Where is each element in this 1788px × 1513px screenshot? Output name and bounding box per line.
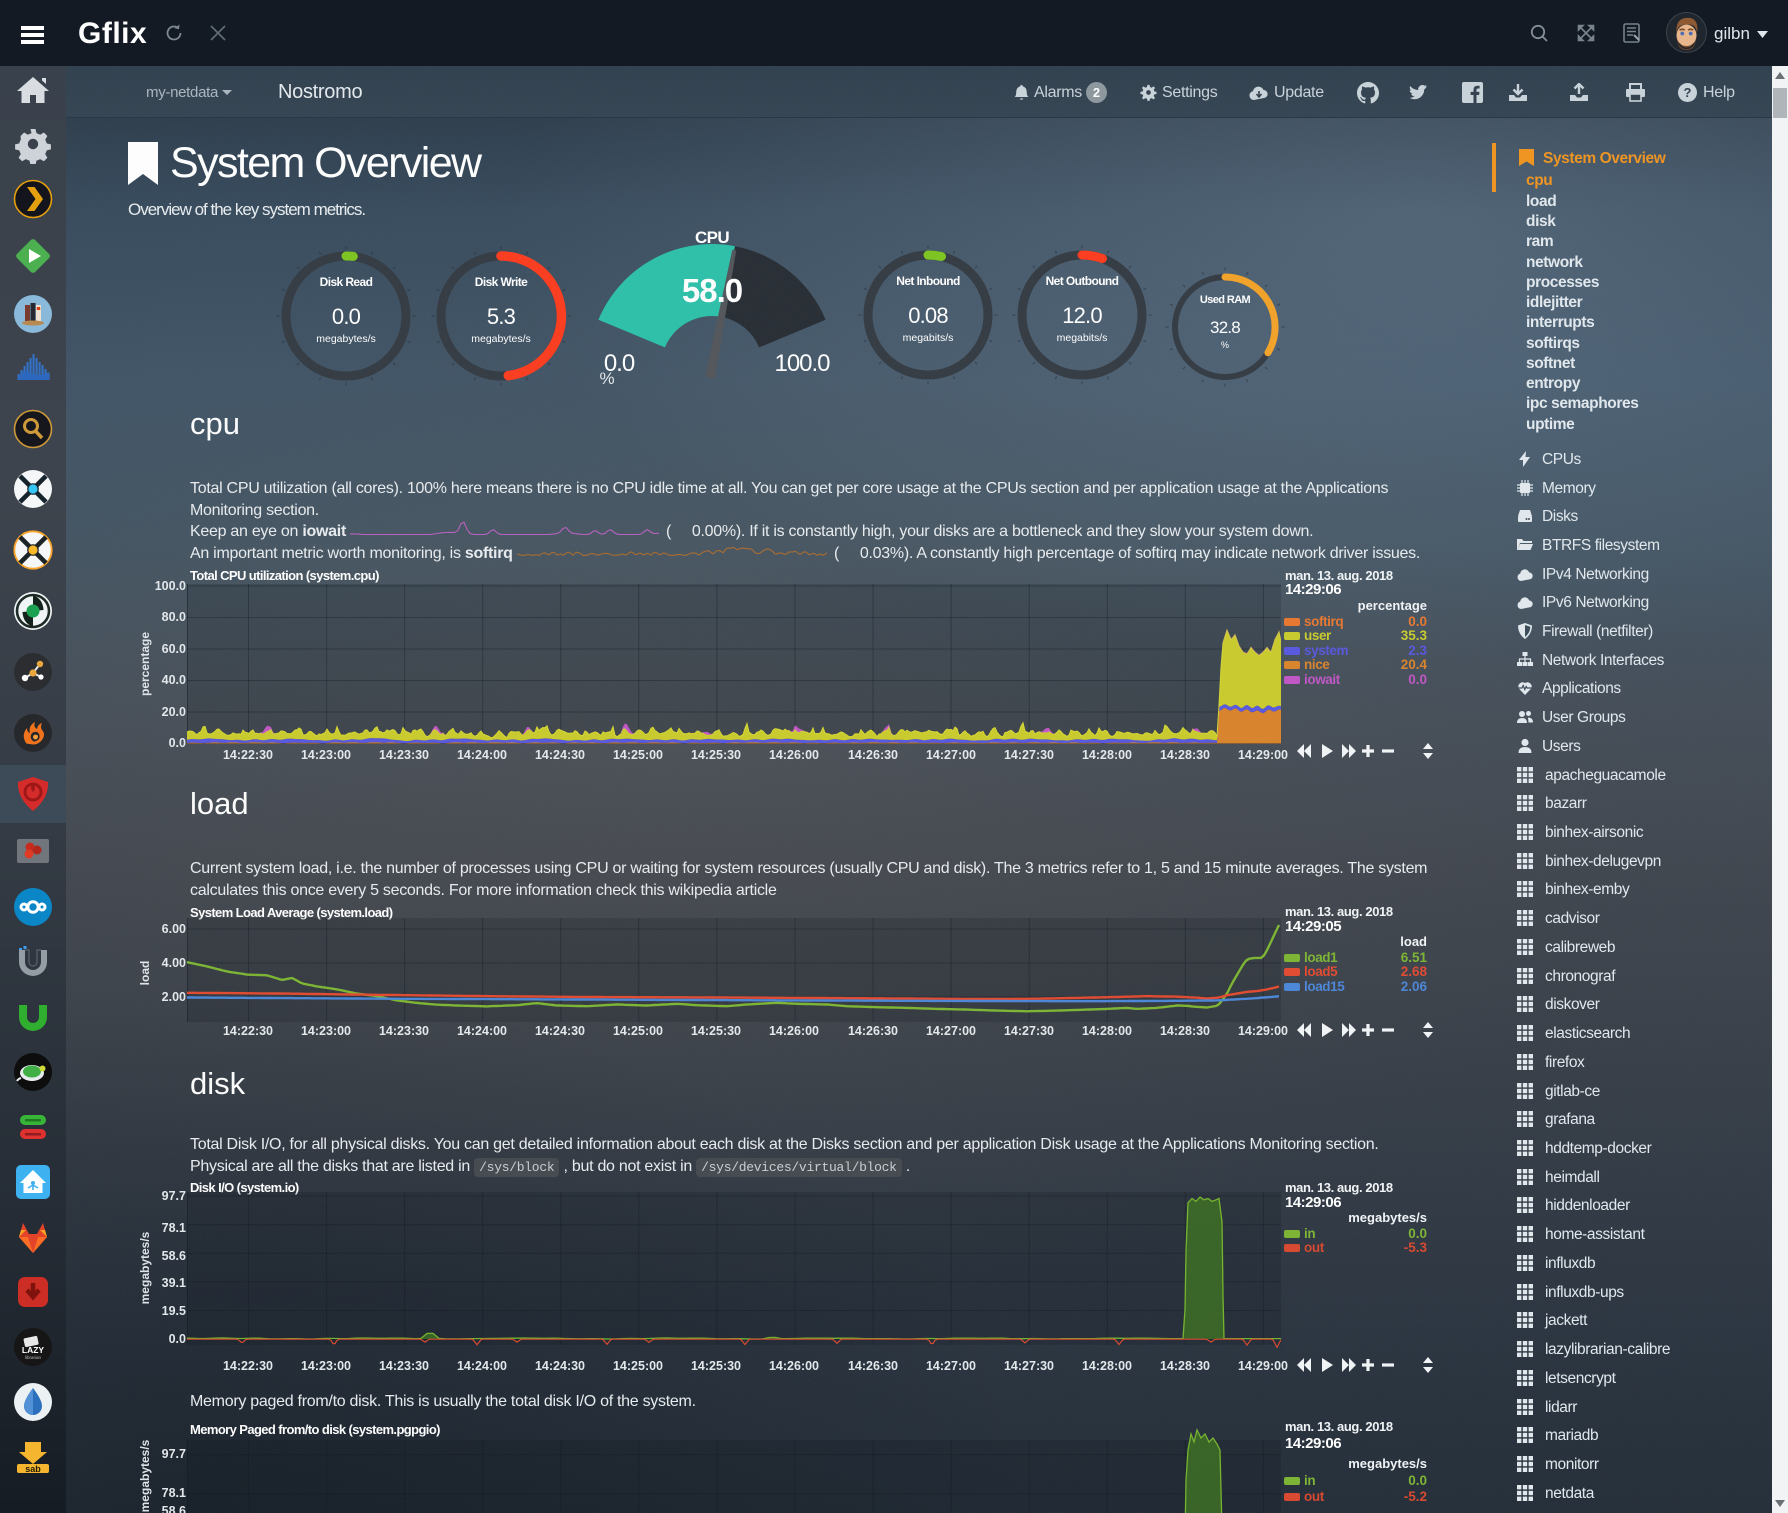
svg-text:?: ?	[1684, 85, 1692, 100]
svg-text:sab: sab	[25, 1464, 41, 1474]
svg-text:LAZY: LAZY	[22, 1345, 45, 1355]
svg-text:librarian: librarian	[25, 1355, 42, 1360]
